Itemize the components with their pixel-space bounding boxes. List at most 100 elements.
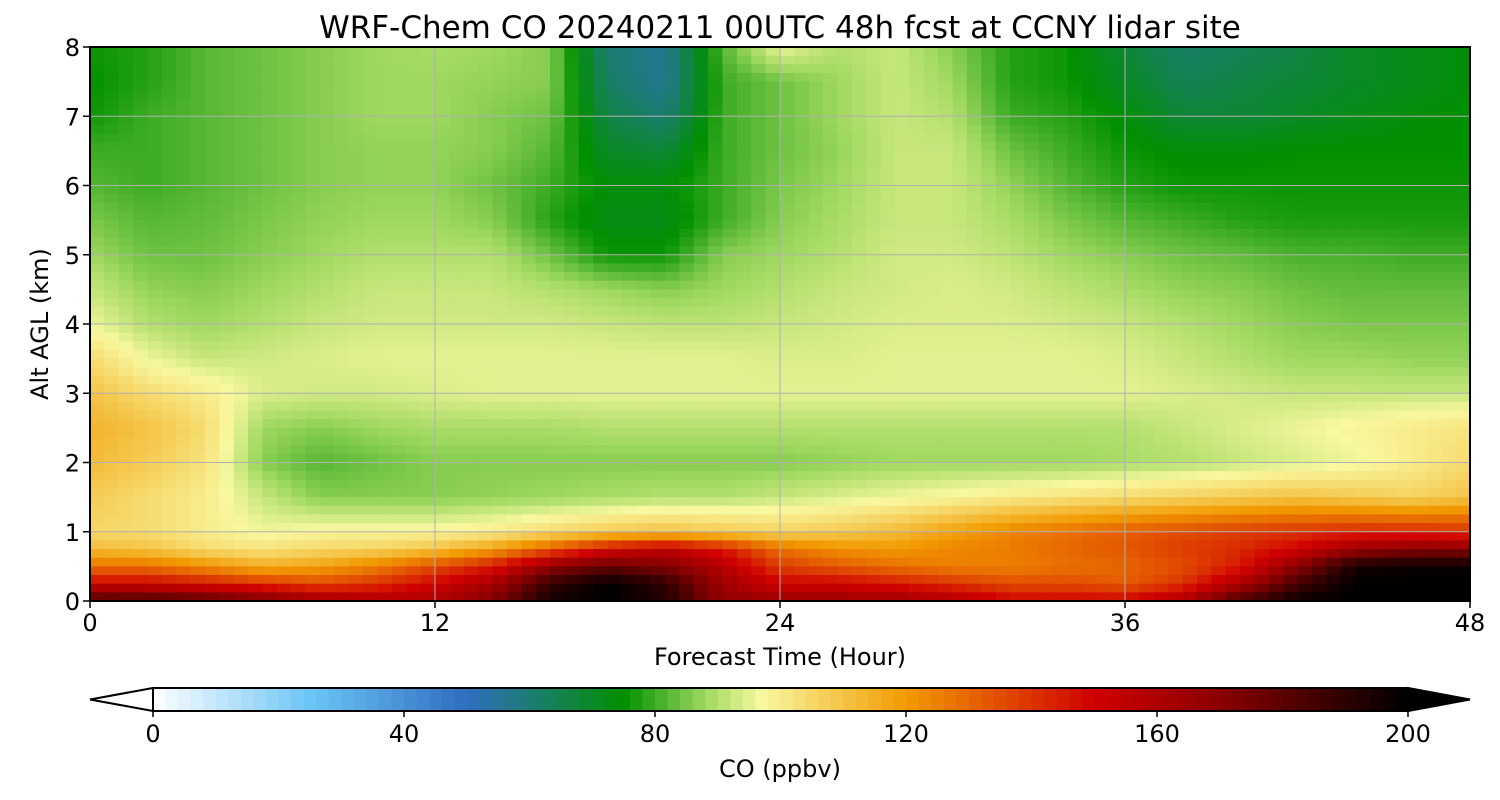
heatmap-cell (406, 124, 422, 135)
heatmap-cell (248, 194, 264, 204)
heatmap-cell (363, 445, 379, 455)
heatmap-cell (938, 72, 954, 83)
heatmap-cell (449, 280, 465, 290)
heatmap-cell (909, 427, 925, 438)
heatmap-cell (248, 488, 264, 498)
heatmap-cell (291, 55, 307, 65)
heatmap-cell (1297, 393, 1313, 403)
heatmap-cell (334, 202, 350, 213)
heatmap-cell (636, 401, 652, 412)
heatmap-cell (1096, 401, 1112, 412)
heatmap-cell (607, 453, 623, 464)
heatmap-cell (276, 349, 292, 360)
heatmap-cell (866, 332, 882, 342)
heatmap-cell (851, 349, 867, 360)
heatmap-cell (938, 427, 954, 438)
heatmap-cell (722, 107, 738, 117)
heatmap-cell (1240, 488, 1255, 498)
heatmap-cell (780, 384, 795, 394)
heatmap-cell (348, 341, 364, 351)
heatmap-cell (1125, 427, 1140, 438)
heatmap-cell (1412, 324, 1428, 334)
heatmap-cell (866, 124, 882, 135)
heatmap-cell (449, 150, 465, 161)
heatmap-cell (406, 462, 422, 472)
heatmap-cell (190, 168, 206, 178)
heatmap-cell (391, 401, 407, 412)
heatmap-cell (276, 479, 292, 490)
heatmap-cell (708, 72, 724, 83)
heatmap-cell (1182, 55, 1198, 65)
heatmap-cell (1196, 55, 1212, 65)
heatmap-cell (1053, 81, 1069, 91)
heatmap-cell (1038, 427, 1054, 438)
heatmap-cell (492, 254, 508, 265)
heatmap-cell (190, 55, 206, 65)
heatmap-cell (1268, 142, 1284, 152)
heatmap-cell (938, 263, 954, 273)
heatmap-cell (262, 453, 278, 464)
heatmap-cell (161, 202, 177, 213)
heatmap-cell (1311, 462, 1327, 472)
heatmap-cell (966, 419, 982, 429)
heatmap-cell (449, 367, 465, 377)
heatmap-cell (1053, 107, 1069, 117)
heatmap-cell (118, 471, 134, 481)
heatmap-cell (1383, 116, 1399, 126)
heatmap-cell (966, 254, 982, 265)
heatmap-cell (650, 254, 666, 265)
heatmap-cell (851, 263, 867, 273)
heatmap-cell (966, 272, 982, 282)
heatmap-cell (463, 315, 479, 325)
heatmap-cell (780, 488, 795, 498)
heatmap-cell (1110, 133, 1126, 143)
heatmap-cell (679, 254, 695, 265)
heatmap-cell (1412, 401, 1428, 412)
heatmap-cell (895, 332, 910, 342)
heatmap-cell (895, 55, 910, 65)
heatmap-cell (780, 324, 795, 334)
heatmap-cell (780, 298, 795, 308)
heatmap-cell (1038, 254, 1054, 265)
heatmap-cell (607, 298, 623, 308)
heatmap-cell (348, 81, 364, 91)
heatmap-cell (420, 427, 436, 438)
heatmap-cell (1081, 168, 1097, 178)
heatmap-cell (851, 445, 867, 455)
heatmap-cell (1053, 176, 1069, 187)
heatmap-cell (248, 124, 264, 135)
heatmap-cell (679, 55, 695, 65)
heatmap-cell (1010, 367, 1025, 377)
heatmap-cell (952, 358, 968, 368)
heatmap-cell (1182, 367, 1198, 377)
heatmap-cell (593, 488, 609, 498)
heatmap-cell (1038, 393, 1054, 403)
heatmap-cell (305, 133, 321, 143)
heatmap-cell (348, 107, 364, 117)
heatmap-cell (1196, 194, 1212, 204)
heatmap-cell (621, 194, 637, 204)
heatmap-cell (794, 419, 810, 429)
heatmap-cell (736, 211, 752, 221)
heatmap-cell (938, 280, 954, 290)
heatmap-cell (391, 427, 407, 438)
heatmap-cell (1225, 315, 1241, 325)
heatmap-cell (564, 133, 580, 143)
heatmap-cell (966, 375, 982, 386)
heatmap-cell (463, 349, 479, 360)
heatmap-cell (1311, 488, 1327, 498)
heatmap-cell (607, 246, 623, 256)
heatmap-cell (305, 211, 321, 221)
heatmap-cell (1297, 133, 1313, 143)
heatmap-cell (363, 47, 379, 57)
heatmap-cell (291, 237, 307, 247)
heatmap-cell (1153, 436, 1169, 446)
heatmap-cell (248, 150, 264, 161)
heatmap-cell (492, 410, 508, 420)
heatmap-cell (1383, 436, 1399, 446)
heatmap-cell (837, 211, 853, 221)
heatmap-cell (808, 254, 824, 265)
heatmap-cell (607, 176, 623, 187)
heatmap-cell (1182, 341, 1198, 351)
heatmap-cell (693, 315, 709, 325)
